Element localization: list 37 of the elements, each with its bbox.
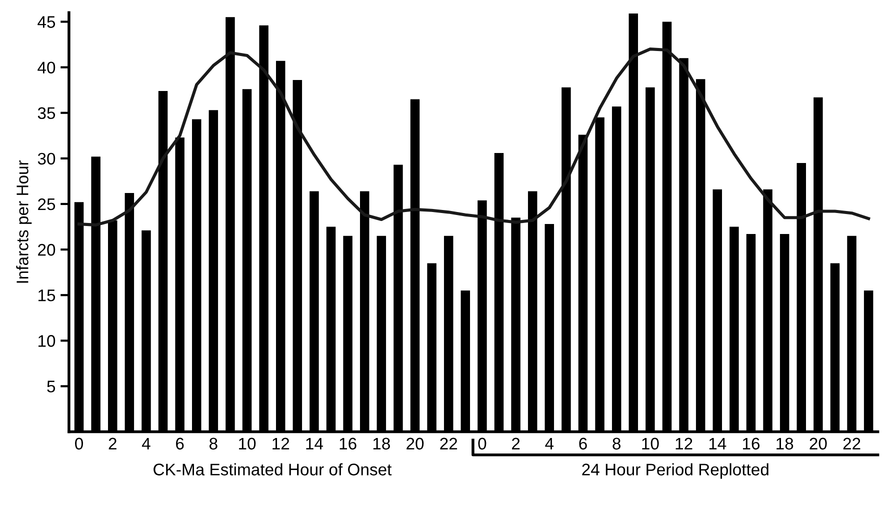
x-tick-label: 0 xyxy=(478,438,486,450)
x-tick-label: 22 xyxy=(440,438,458,450)
x-tick-label: 4 xyxy=(142,438,150,450)
x-tick-label: 18 xyxy=(776,438,794,450)
x-tick-label: 4 xyxy=(545,438,554,450)
x-tick-label: 14 xyxy=(306,438,323,450)
x-tick-label: 10 xyxy=(642,438,659,450)
x-tick-label: 6 xyxy=(176,438,184,450)
text: CK-Ma Estimated Hour of Onset xyxy=(154,463,392,476)
x-tick-label: 16 xyxy=(340,438,356,450)
x-tick-label: 12 xyxy=(272,438,290,450)
y-tick-label: 45 xyxy=(38,16,56,28)
x-tick-label: 14 xyxy=(709,438,726,450)
y-tick-label: 5 xyxy=(47,380,56,392)
y-tick-label: 25 xyxy=(38,198,56,210)
x-tick-label: 2 xyxy=(108,438,116,450)
x-tick-label: 2 xyxy=(512,438,520,450)
y-axis-title: Infarcts per Hour xyxy=(16,160,32,283)
line-series xyxy=(78,48,870,226)
y-tick-label: 30 xyxy=(38,152,56,165)
x-tick-label: 8 xyxy=(210,438,218,450)
text: 24 Hour Period Replotted xyxy=(582,463,768,479)
x-tick-label: 16 xyxy=(742,438,760,450)
x-tick-label: 20 xyxy=(810,438,827,450)
y-tick-label: 20 xyxy=(38,244,56,256)
x-tick-label: 8 xyxy=(612,438,620,450)
y-tick-label: 10 xyxy=(38,335,56,347)
x-tick-label: 0 xyxy=(75,438,84,450)
x-tick-label: 6 xyxy=(579,438,587,450)
x-tick-label: 12 xyxy=(676,438,692,450)
y-tick-label: 40 xyxy=(38,62,56,74)
y-tick-label: 35 xyxy=(38,107,56,120)
x-tick-label: 18 xyxy=(373,438,390,450)
x-tick-label: 22 xyxy=(843,438,860,450)
y-tick-label: 15 xyxy=(38,290,56,302)
x-tick-label: 10 xyxy=(239,438,256,450)
x-tick-label: 20 xyxy=(406,438,424,450)
